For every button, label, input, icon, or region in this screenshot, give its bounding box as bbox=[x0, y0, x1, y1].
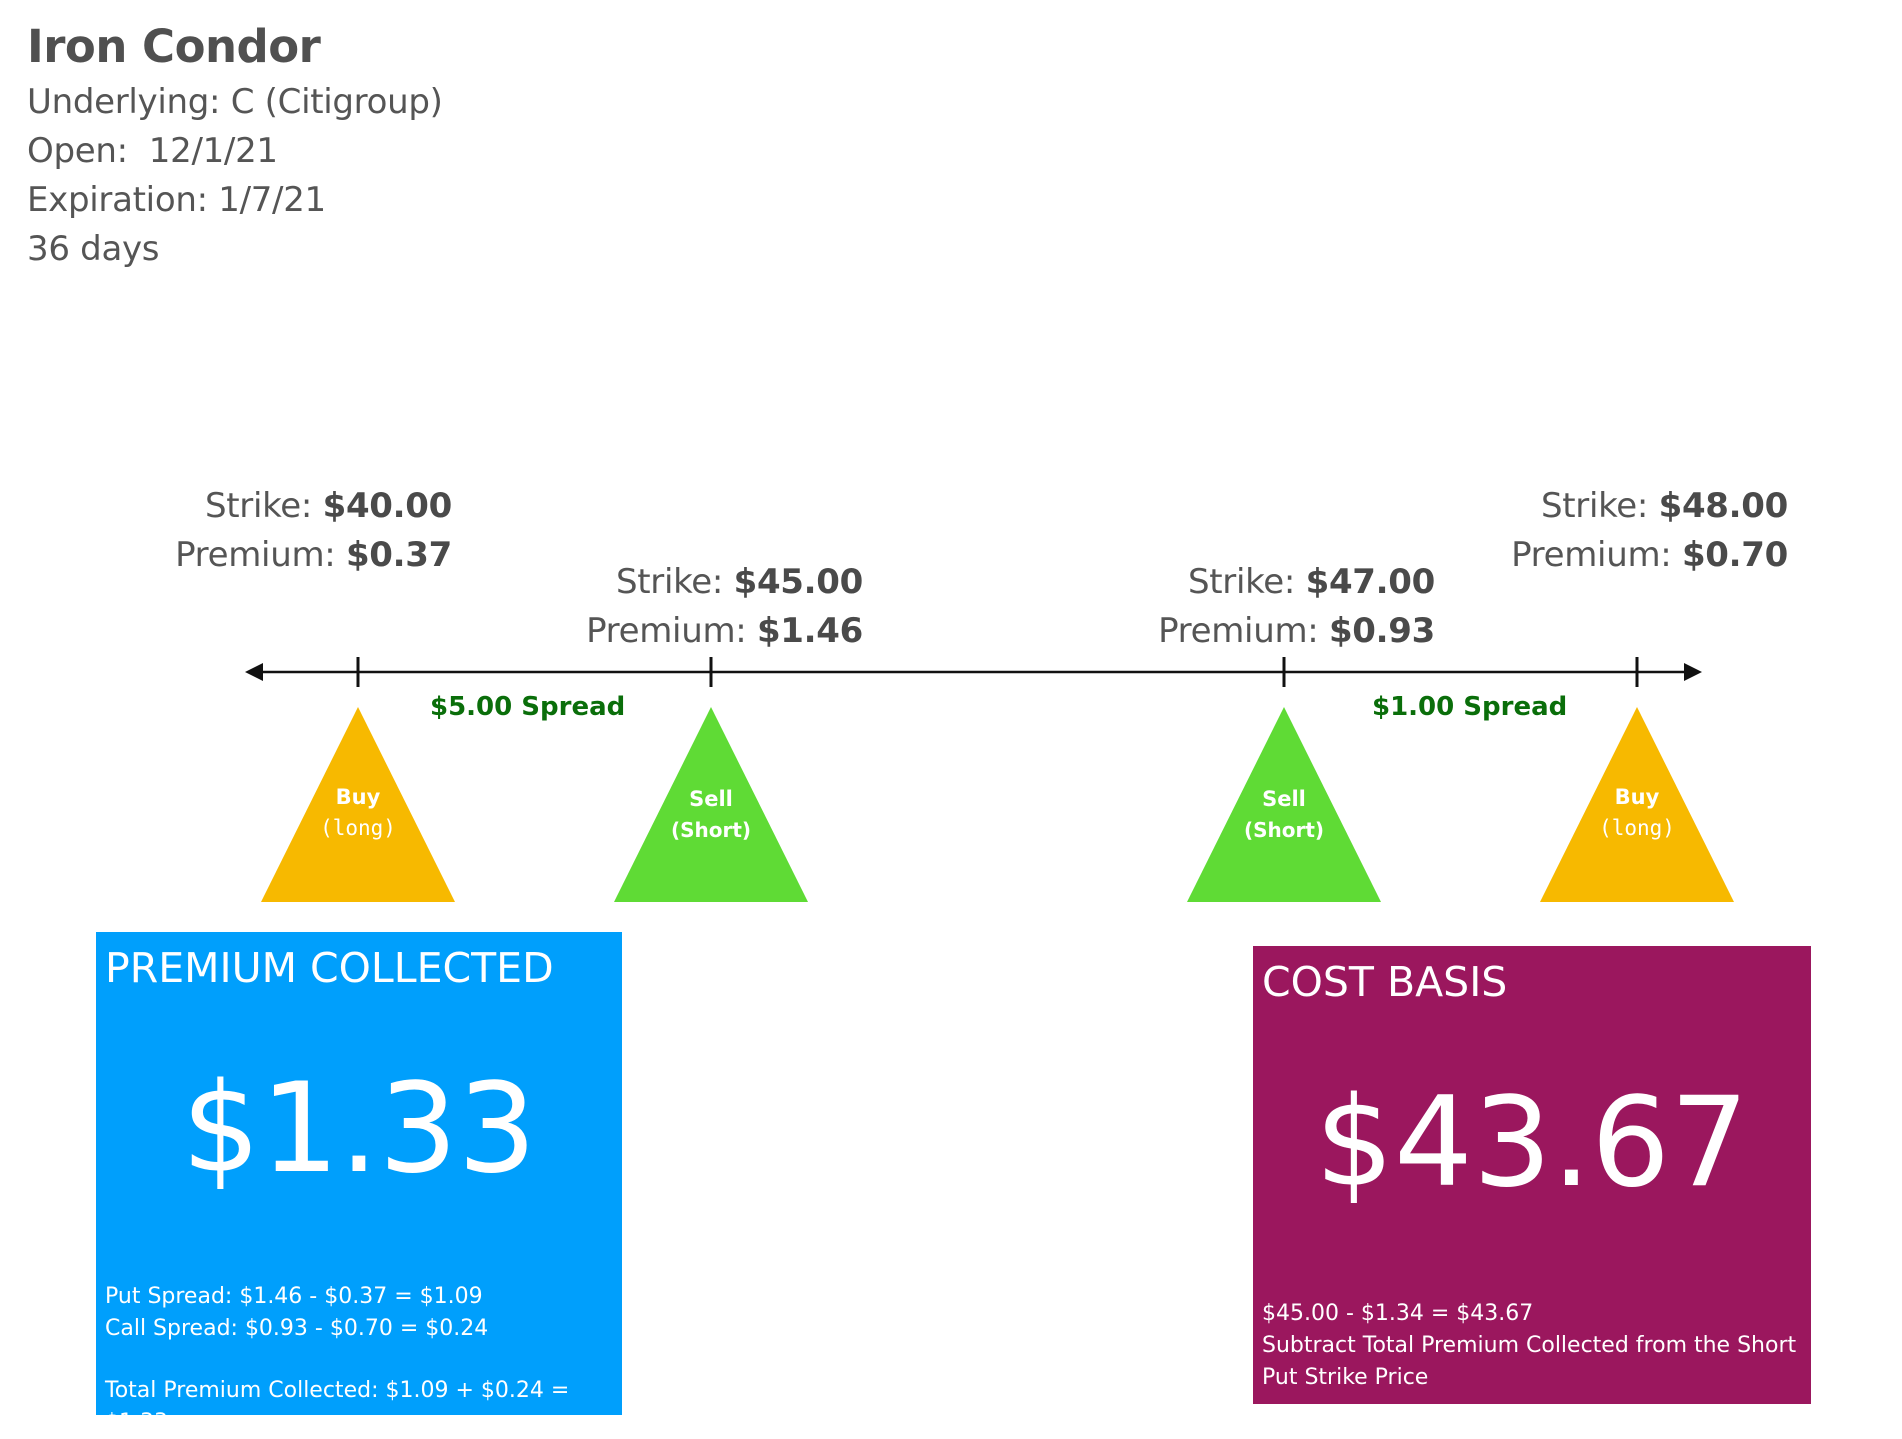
premium-collected-details: Put Spread: $1.46 - $0.37 = $1.09 Call S… bbox=[105, 1281, 622, 1439]
buy-triangle-1 bbox=[261, 707, 455, 902]
call-spread-calc: Call Spread: $0.93 - $0.70 = $0.24 bbox=[105, 1316, 489, 1341]
expiration-label: Expiration: 1/7/21 bbox=[27, 180, 326, 220]
put-spread-calc: Put Spread: $1.46 - $0.37 = $1.09 bbox=[105, 1284, 483, 1309]
right-arrow-icon bbox=[1684, 663, 1702, 681]
call-spread-label: $1.00 Spread bbox=[1372, 692, 1568, 722]
cost-basis-value: $43.67 bbox=[1315, 1071, 1749, 1215]
total-premium-calc: Total Premium Collected: $1.09 + $0.24 =… bbox=[105, 1378, 570, 1435]
triangle-label-leg-2: Sell (Short) bbox=[670, 787, 752, 842]
premium-collected-value: $1.33 bbox=[181, 1057, 537, 1201]
underlying-label: Underlying: C (Citigroup) bbox=[27, 82, 443, 122]
premium-collected-box: PREMIUM COLLECTED $1.33 Put Spread: $1.4… bbox=[96, 932, 622, 1435]
strike-label-leg-1: Strike: $40.00 Premium: $0.37 bbox=[175, 486, 452, 575]
cost-basis-box: COST BASIS $43.67 $45.00 - $1.34 = $43.6… bbox=[1253, 946, 1811, 1404]
buy-triangle-2 bbox=[1540, 707, 1734, 902]
sell-triangle-2 bbox=[1187, 707, 1381, 902]
triangle-label-leg-3: Sell (Short) bbox=[1243, 787, 1325, 842]
strike-label-leg-2: Strike: $45.00 Premium: $1.46 bbox=[586, 562, 863, 651]
open-date-label: Open: 12/1/21 bbox=[27, 131, 278, 171]
triangle-label-leg-1: Buy (long) bbox=[320, 785, 396, 840]
strike-label-leg-3: Strike: $47.00 Premium: $0.93 bbox=[1158, 562, 1435, 651]
cost-basis-formula: $45.00 - $1.34 = $43.67 bbox=[1262, 1301, 1534, 1326]
premium-collected-title: PREMIUM COLLECTED bbox=[105, 944, 554, 992]
price-number-line bbox=[245, 657, 1734, 902]
triangle-label-leg-4: Buy (long) bbox=[1599, 785, 1675, 840]
cost-basis-details: $45.00 - $1.34 = $43.67 Subtract Total P… bbox=[1262, 1298, 1796, 1394]
cost-basis-title: COST BASIS bbox=[1262, 958, 1508, 1006]
strike-label-leg-4: Strike: $48.00 Premium: $0.70 bbox=[1511, 486, 1788, 575]
sell-triangle-1 bbox=[614, 707, 808, 902]
page-title: Iron Condor bbox=[27, 20, 321, 73]
left-arrow-icon bbox=[245, 663, 263, 681]
cost-basis-note-1: Subtract Total Premium Collected from th… bbox=[1262, 1333, 1797, 1358]
cost-basis-note-2: Put Strike Price bbox=[1262, 1365, 1429, 1390]
put-spread-label: $5.00 Spread bbox=[430, 692, 626, 722]
days-label: 36 days bbox=[27, 229, 160, 269]
